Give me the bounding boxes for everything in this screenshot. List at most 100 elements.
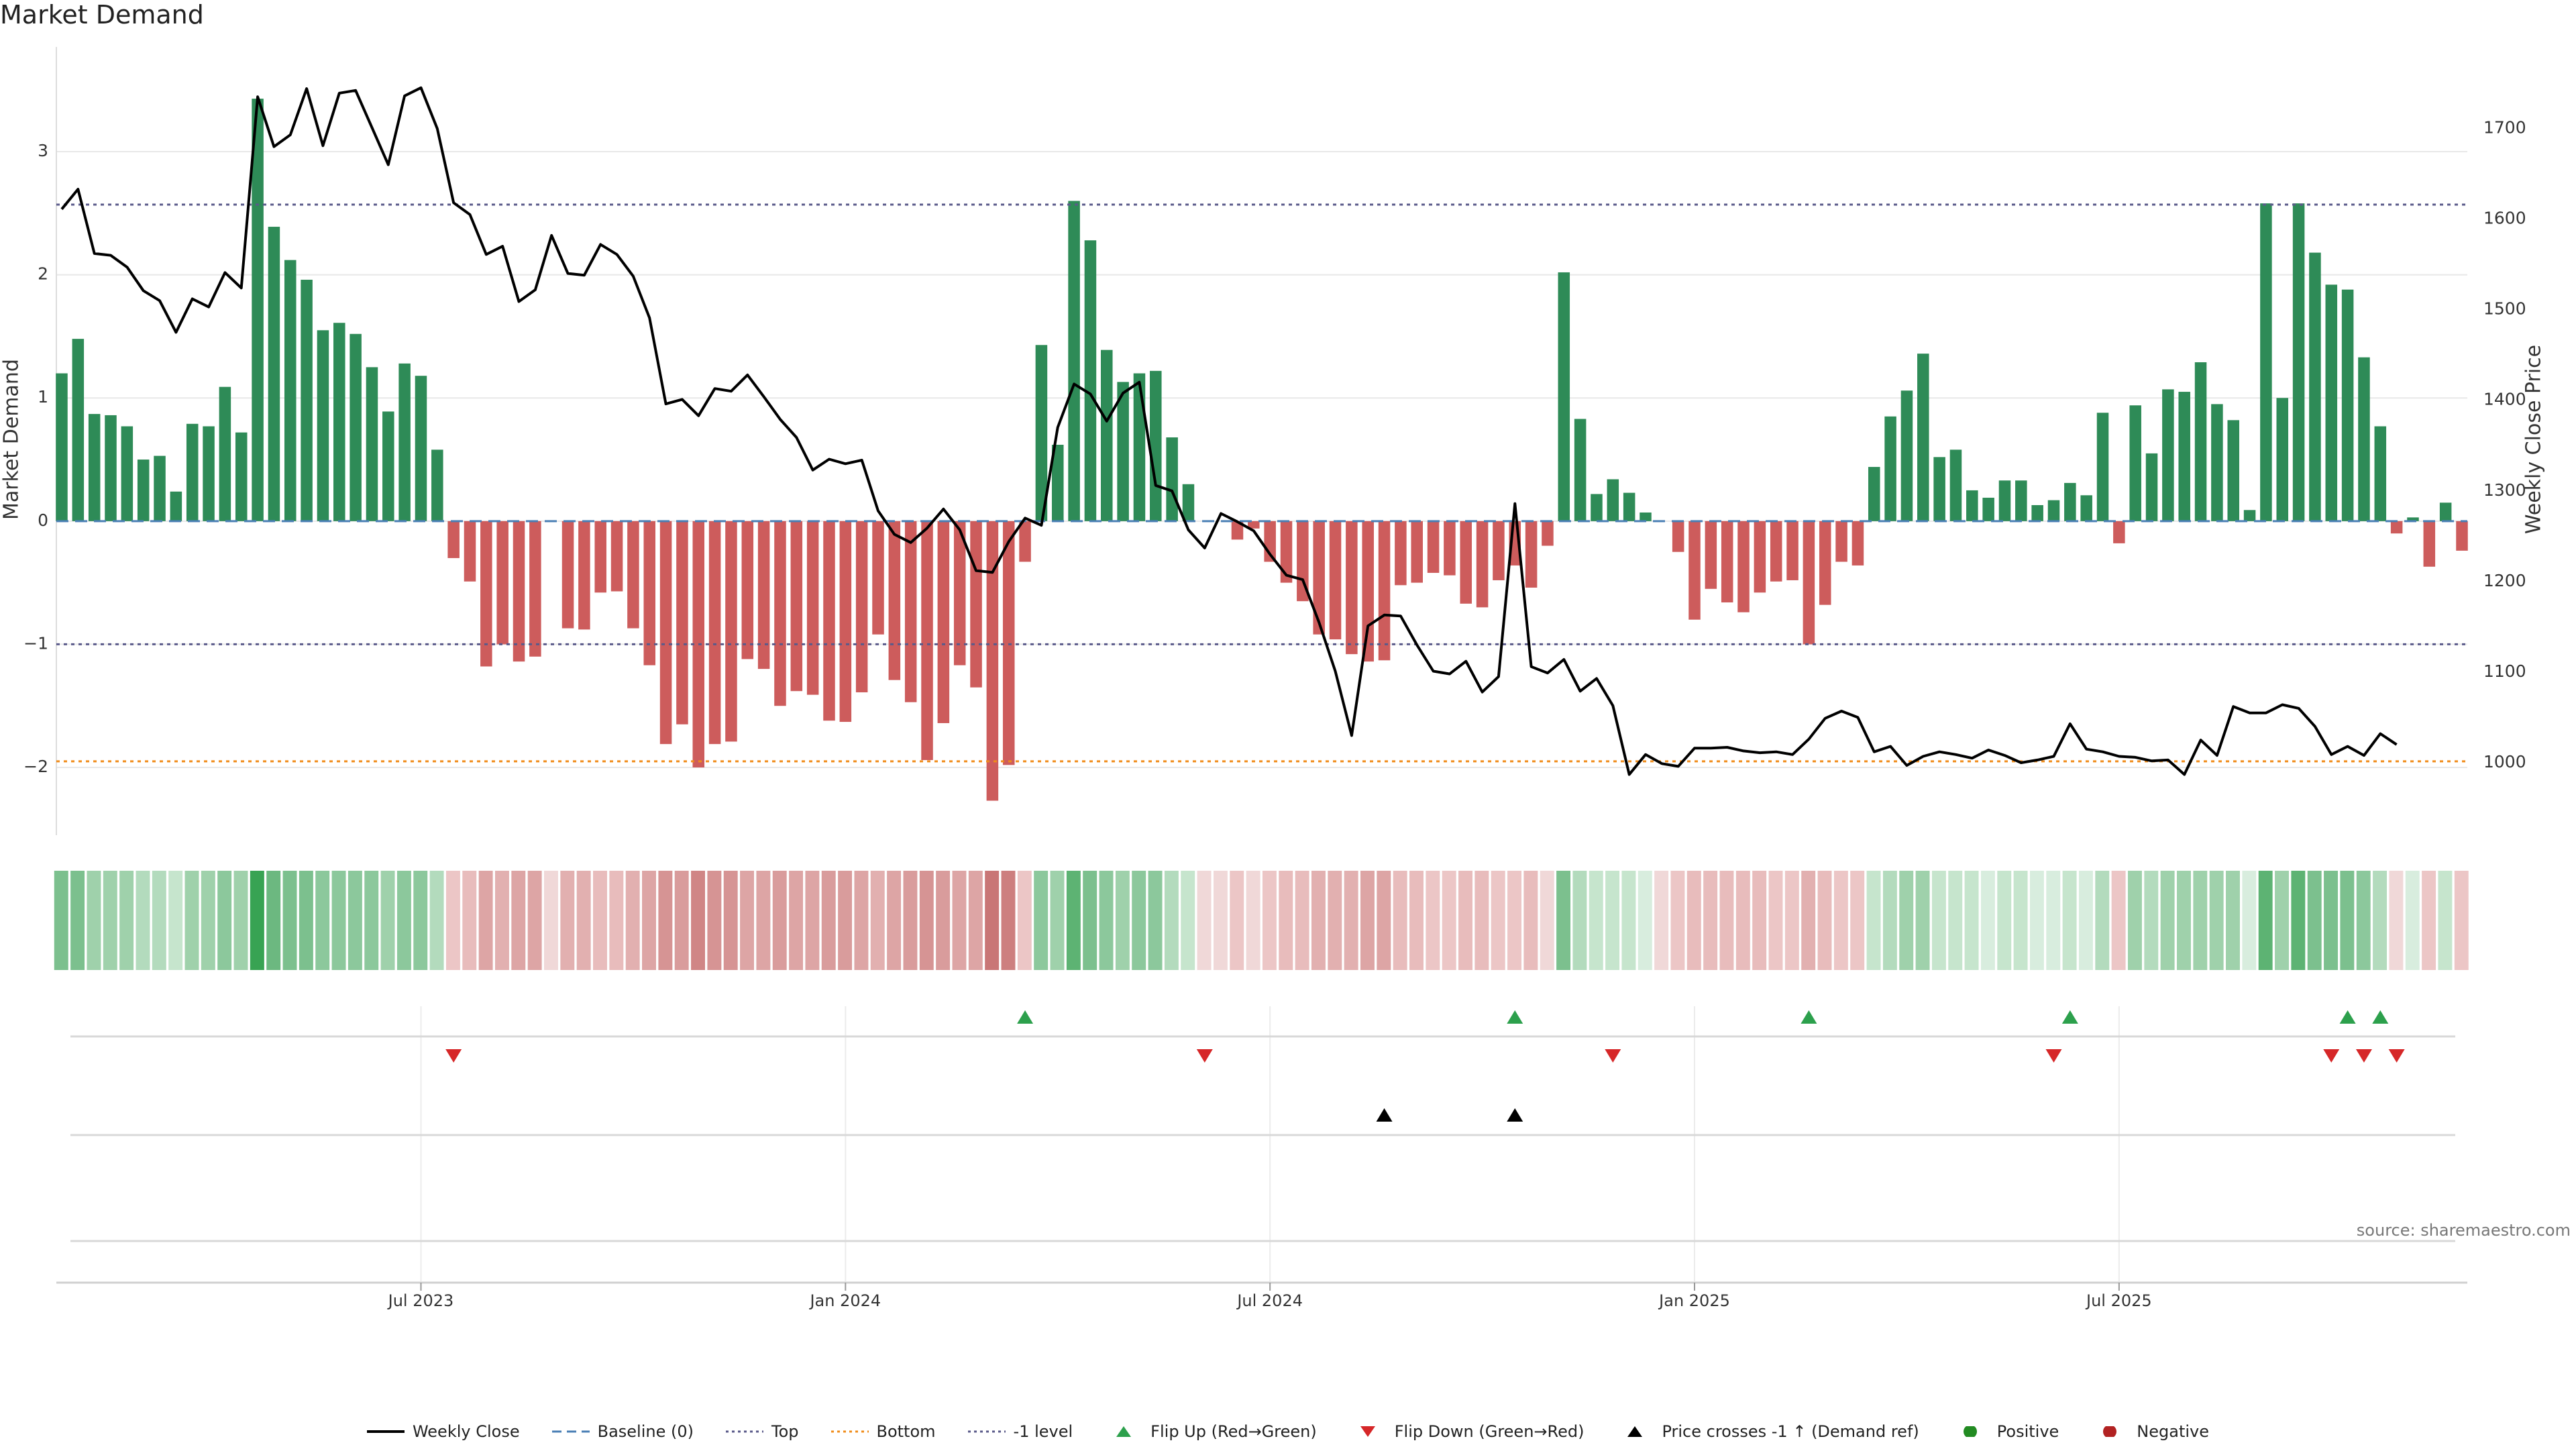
regime-cell [1458, 871, 1472, 970]
regime-cell [723, 871, 738, 970]
demand-bar [610, 521, 623, 592]
regime-cell [1752, 871, 1767, 970]
legend-swatch-icon [726, 1426, 763, 1437]
y-tick-label-left: 3 [38, 141, 48, 160]
demand-bar [1117, 382, 1129, 521]
regime-cell [87, 871, 101, 970]
demand-bar [1231, 521, 1244, 540]
regime-cell [233, 871, 248, 970]
regime-cell [1426, 871, 1440, 970]
regime-cell [70, 871, 85, 970]
regime-cell [593, 871, 607, 970]
regime-cell [1393, 871, 1407, 970]
demand-bar [105, 415, 117, 521]
flip-down-marker [1605, 1049, 1621, 1063]
regime-cell [380, 871, 395, 970]
regime-cell [870, 871, 885, 970]
regime-cell [936, 871, 951, 970]
demand-bar [2358, 357, 2370, 521]
demand-bar [1101, 350, 1113, 521]
regime-cell [1328, 871, 1342, 970]
x-tick-label: Jul 2024 [1236, 1291, 1303, 1310]
regime-cell [2438, 871, 2453, 970]
demand-bar [1819, 521, 1831, 605]
demand-bar [529, 521, 541, 657]
demand-bar [627, 521, 639, 629]
legend-swatch-icon [1105, 1426, 1142, 1437]
regime-cell [2324, 871, 2339, 970]
regime-cell [1817, 871, 1832, 970]
x-tick-label: Jan 2025 [1658, 1291, 1730, 1310]
demand-bar [170, 491, 182, 521]
demand-bars [56, 99, 2468, 801]
demand-bar [1035, 345, 1048, 521]
demand-bar [284, 260, 297, 521]
flip-down-marker [2388, 1049, 2405, 1063]
demand-bar [1623, 492, 1635, 521]
regime-cell [2405, 871, 2420, 970]
demand-bar [366, 367, 378, 521]
demand-bar [1754, 521, 1766, 593]
demand-bar [2194, 362, 2207, 521]
demand-bar [904, 521, 917, 702]
regime-cell [1034, 871, 1049, 970]
regime-cell [1360, 871, 1375, 970]
regime-cell [740, 871, 755, 970]
regime-cell [1344, 871, 1358, 970]
regime-cell [1279, 871, 1293, 970]
regime-cell [576, 871, 591, 970]
regime-cell [2373, 871, 2387, 970]
regime-cell [429, 871, 444, 970]
demand-bar [382, 411, 394, 521]
demand-bar [1998, 480, 2011, 521]
regime-cell [396, 871, 411, 970]
y-tick-label-right: 1300 [2483, 480, 2526, 500]
regime-cell [1703, 871, 1718, 970]
legend-label: Bottom [876, 1422, 936, 1441]
y-tick-label-left: 1 [38, 387, 48, 407]
legend-swatch-icon [1349, 1426, 1387, 1437]
y-tick-label-right: 1000 [2483, 752, 2526, 771]
regime-cell [854, 871, 869, 970]
regime-cell [1066, 871, 1081, 970]
y-tick-label-left: −1 [23, 633, 48, 653]
regime-cell [511, 871, 526, 970]
demand-bar [1705, 521, 1717, 589]
demand-bar [1982, 497, 1994, 521]
legend-item: Positive [1951, 1422, 2059, 1441]
flip-down-marker [2045, 1049, 2062, 1063]
y-tick-label-right: 1400 [2483, 390, 2526, 409]
legend-swatch-icon [967, 1426, 1006, 1437]
demand-bar [1900, 390, 1913, 521]
demand-bar [1770, 521, 1782, 582]
legend-swatch-icon [366, 1426, 405, 1437]
y-tick-label-left: −2 [23, 757, 48, 776]
flip-down-marker [445, 1049, 462, 1063]
y-tick-label-left: 0 [38, 511, 48, 530]
regime-cell [707, 871, 722, 970]
regime-cell [364, 871, 379, 970]
regime-cell [985, 871, 1000, 970]
flip-up-marker [2061, 1010, 2078, 1024]
demand-bar [790, 521, 803, 692]
demand-bar [823, 521, 835, 721]
regime-cell [2144, 871, 2159, 970]
demand-bar [1150, 370, 1162, 521]
demand-bar [2325, 284, 2338, 521]
y-tick-label-right: 1100 [2483, 661, 2526, 681]
regime-cell [1507, 871, 1522, 970]
regime-cell [1181, 871, 1195, 970]
regime-cell [2193, 871, 2208, 970]
demand-bar [56, 373, 68, 521]
regime-cell [1621, 871, 1636, 970]
y-axis-label-left: Market Demand [0, 359, 23, 520]
demand-bar [2162, 389, 2174, 521]
legend-swatch-icon [551, 1426, 590, 1437]
legend-swatch-icon [1951, 1426, 1989, 1437]
regime-cell [136, 871, 150, 970]
demand-bar [496, 521, 508, 645]
demand-bar [317, 330, 329, 521]
regime-cell [1377, 871, 1391, 970]
regime-cell [168, 871, 183, 970]
demand-bar [1493, 521, 1505, 580]
